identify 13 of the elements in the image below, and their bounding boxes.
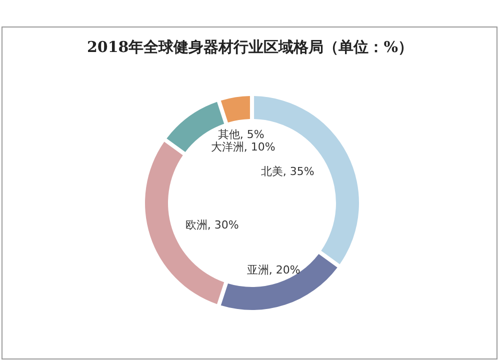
slice-label: 其他 — [218, 128, 240, 141]
slice-label: 北美 — [260, 165, 283, 178]
slice-label: 亚洲 — [246, 264, 269, 277]
slice-label: 欧洲 — [185, 218, 208, 232]
donut-slice — [220, 96, 250, 123]
data-label: , 5% — [240, 128, 264, 141]
donut-slice — [220, 254, 338, 310]
data-label: , 30% — [207, 218, 239, 232]
data-label: , 10% — [244, 140, 276, 154]
chart-title: 2018年全球健身器材行业区域格局（单位：%） — [86, 38, 414, 56]
data-label: , 35% — [282, 165, 314, 178]
data-label: , 20% — [268, 264, 300, 277]
slice-label: 大洋洲 — [210, 140, 244, 154]
